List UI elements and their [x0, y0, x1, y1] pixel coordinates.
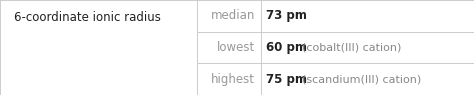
Text: highest: highest	[211, 73, 255, 86]
Text: (scandium(III) cation): (scandium(III) cation)	[302, 74, 421, 84]
Text: 73 pm: 73 pm	[266, 9, 307, 22]
Text: lowest: lowest	[217, 41, 255, 54]
Text: (cobalt(III) cation): (cobalt(III) cation)	[302, 42, 401, 53]
Text: median: median	[210, 9, 255, 22]
Text: 75 pm: 75 pm	[266, 73, 307, 86]
Text: 60 pm: 60 pm	[266, 41, 307, 54]
Text: 6-coordinate ionic radius: 6-coordinate ionic radius	[14, 11, 161, 24]
